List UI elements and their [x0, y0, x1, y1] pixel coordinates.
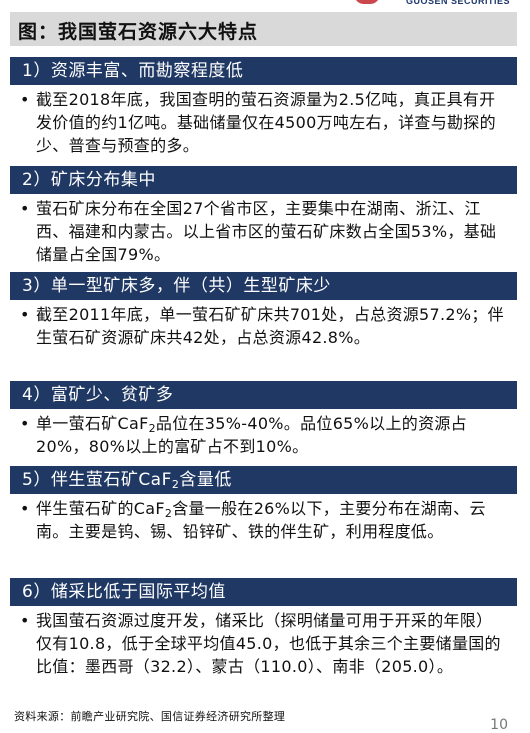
section-3-heading: 3）单一型矿床多，伴（共）生型矿床少: [10, 272, 517, 300]
section-5-body-sub: 2: [164, 507, 173, 520]
section-4-heading: 4）富矿少、贫矿多: [10, 381, 517, 409]
section-5-heading-pre: 5）伴生萤石矿CaF: [22, 470, 172, 490]
section-4-body-pre: 单一萤石矿CaF: [36, 414, 149, 433]
section-5-body-pre: 伴生萤石矿的CaF: [36, 499, 165, 518]
section-5-body: 伴生萤石矿的CaF2含量一般在26%以下，主要分布在湖南、云南。主要是钨、锡、铅…: [10, 494, 517, 543]
section-5: 5）伴生萤石矿CaF2含量低 伴生萤石矿的CaF2含量一般在26%以下，主要分布…: [10, 466, 517, 543]
section-6-heading: 6）储采比低于国际平均值: [10, 578, 517, 606]
section-4-body-sub: 2: [148, 422, 156, 435]
source-note: 资料来源：前瞻产业研究院、国信证券经济研究所整理: [14, 710, 286, 723]
brand-logo-icon: [354, 0, 380, 4]
page-number: 10: [490, 717, 508, 733]
section-1-heading: 1）资源丰富、而勘察程度低: [10, 57, 517, 85]
section-5-heading-sub: 2: [171, 478, 180, 491]
section-2-heading: 2）矿床分布集中: [10, 166, 517, 194]
section-3: 3）单一型矿床多，伴（共）生型矿床少 截至2011年底，单一萤石矿矿床共701处…: [10, 272, 517, 349]
brand-name: GUOSEN SECURITIES: [405, 0, 510, 6]
section-1: 1）资源丰富、而勘察程度低 截至2018年底，我国查明的萤石资源量为2.5亿吨，…: [10, 57, 517, 157]
section-6: 6）储采比低于国际平均值 我国萤石资源过度开发，储采比（探明储量可用于开采的年限…: [10, 578, 517, 678]
section-1-body: 截至2018年底，我国查明的萤石资源量为2.5亿吨，真正具有开发价值的约1亿吨。…: [10, 85, 517, 157]
title-bar: 图：我国萤石资源六大特点: [10, 12, 517, 46]
section-5-body-post: 含量一般在26%以下，主要分布在湖南、云南。主要是钨、锡、铅锌矿、铁的伴生矿，利…: [36, 499, 486, 541]
section-4-body-post: 品位在35%-40%。品位65%以上的资源占20%，80%以上的富矿占不到10%…: [36, 414, 467, 456]
section-4: 4）富矿少、贫矿多 单一萤石矿CaF2品位在35%-40%。品位65%以上的资源…: [10, 381, 517, 458]
section-3-body: 截至2011年底，单一萤石矿矿床共701处，占总资源57.2%；伴生萤石矿资源矿…: [10, 300, 517, 349]
section-2-body: 萤石矿床分布在全国27个省市区，主要集中在湖南、浙江、江西、福建和内蒙古。以上省…: [10, 194, 517, 266]
section-5-heading-post: 含量低: [179, 470, 232, 490]
section-6-body: 我国萤石资源过度开发，储采比（探明储量可用于开采的年限）仅有10.8，低于全球平…: [10, 606, 517, 678]
section-5-heading: 5）伴生萤石矿CaF2含量低: [10, 466, 517, 494]
section-2: 2）矿床分布集中 萤石矿床分布在全国27个省市区，主要集中在湖南、浙江、江西、福…: [10, 166, 517, 266]
section-4-body: 单一萤石矿CaF2品位在35%-40%。品位65%以上的资源占20%，80%以上…: [10, 409, 517, 458]
page-title: 图：我国萤石资源六大特点: [18, 21, 259, 43]
